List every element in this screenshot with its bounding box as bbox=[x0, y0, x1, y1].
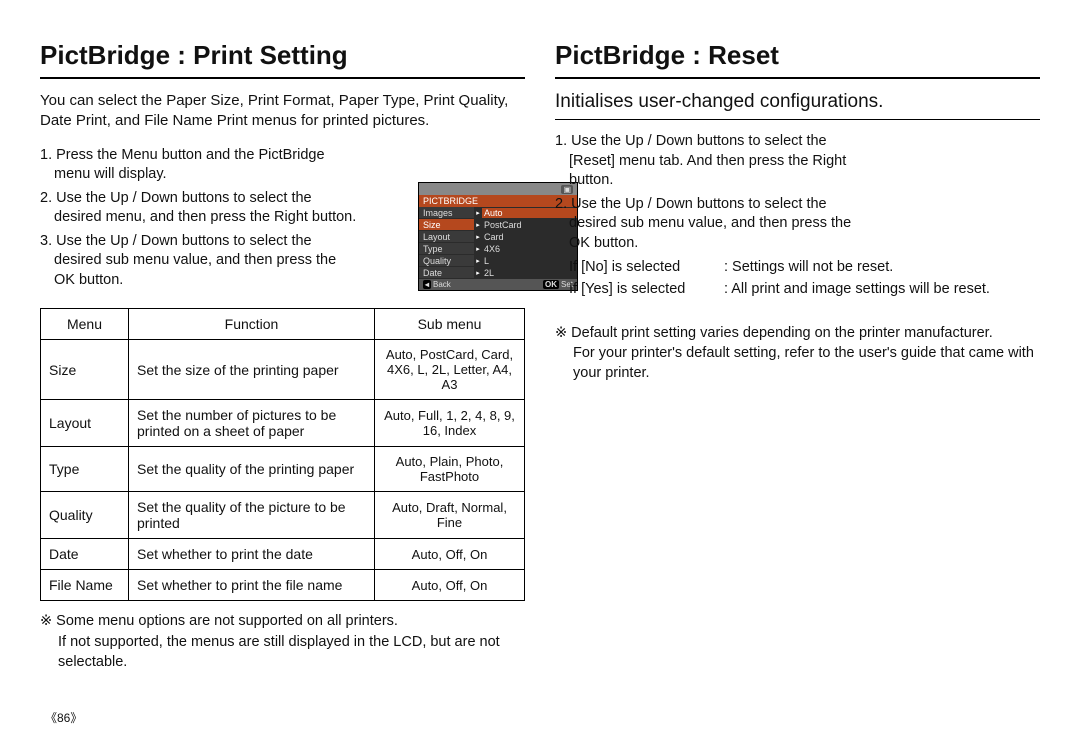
cell-date: Date bbox=[41, 539, 129, 570]
cell-size-sub: Auto, PostCard, Card, 4X6, L, 2L, Letter… bbox=[375, 340, 525, 400]
lcd-type: Type bbox=[419, 243, 474, 255]
cell-filename: File Name bbox=[41, 570, 129, 601]
heading-reset: PictBridge : Reset bbox=[555, 40, 1040, 71]
reset-step-1: 1. Use the Up / Down buttons to select t… bbox=[569, 132, 865, 191]
lcd-layout: Layout bbox=[419, 231, 474, 243]
cell-size-fn: Set the size of the printing paper bbox=[129, 340, 375, 400]
left-column: PictBridge : Print Setting You can selec… bbox=[40, 40, 525, 672]
lcd-back: ◂Back bbox=[423, 280, 451, 289]
if-yes-line: If [Yes] is selected : All print and ima… bbox=[555, 279, 1040, 301]
cell-date-fn: Set whether to print the date bbox=[129, 539, 375, 570]
if-no-val: : Settings will not be reset. bbox=[724, 257, 893, 279]
thin-rule bbox=[555, 119, 1040, 120]
th-submenu: Sub menu bbox=[375, 309, 525, 340]
cell-type-sub: Auto, Plain, Photo, FastPhoto bbox=[375, 447, 525, 492]
options-table: Menu Function Sub menu SizeSet the size … bbox=[40, 308, 525, 601]
if-no-line: If [No] is selected : Settings will not … bbox=[555, 257, 1040, 279]
cell-filename-fn: Set whether to print the file name bbox=[129, 570, 375, 601]
th-function: Function bbox=[129, 309, 375, 340]
subtitle-reset: Initialises user-changed configurations. bbox=[555, 91, 1040, 113]
cell-quality: Quality bbox=[41, 492, 129, 539]
note-default-2: For your printer's default setting, refe… bbox=[555, 343, 1040, 384]
lcd-date: Date bbox=[419, 267, 474, 279]
lcd-quality: Quality bbox=[419, 255, 474, 267]
reset-step-2: 2. Use the Up / Down buttons to select t… bbox=[569, 195, 865, 254]
reset-steps: 1. Use the Up / Down buttons to select t… bbox=[555, 132, 865, 253]
cell-layout-sub: Auto, Full, 1, 2, 4, 8, 9, 16, Index bbox=[375, 400, 525, 447]
cell-type-fn: Set the quality of the printing paper bbox=[129, 447, 375, 492]
rule bbox=[40, 77, 525, 79]
rule bbox=[555, 77, 1040, 79]
cell-filename-sub: Auto, Off, On bbox=[375, 570, 525, 601]
manual-page: PictBridge : Print Setting You can selec… bbox=[0, 0, 1080, 746]
cell-date-sub: Auto, Off, On bbox=[375, 539, 525, 570]
lcd-section: PICTBRIDGE bbox=[419, 195, 577, 207]
if-yes-val: : All print and image settings will be r… bbox=[724, 279, 990, 301]
footnote-1: ※ Some menu options are not supported on… bbox=[40, 611, 525, 631]
right-column: PictBridge : Reset Initialises user-chan… bbox=[555, 40, 1040, 672]
cell-layout-fn: Set the number of pictures to be printed… bbox=[129, 400, 375, 447]
cell-type: Type bbox=[41, 447, 129, 492]
if-yes-key: If [Yes] is selected bbox=[569, 279, 724, 301]
cell-layout: Layout bbox=[41, 400, 129, 447]
if-no-key: If [No] is selected bbox=[569, 257, 724, 279]
cell-quality-fn: Set the quality of the picture to be pri… bbox=[129, 492, 375, 539]
page-number: 《86》 bbox=[45, 709, 82, 726]
cell-size: Size bbox=[41, 340, 129, 400]
lcd-screenshot-size: ▣ PICTBRIDGE Images▸Auto Size▸PostCard L… bbox=[418, 182, 578, 291]
lcd-size: Size bbox=[419, 219, 474, 231]
step-2: 2. Use the Up / Down buttons to select t… bbox=[54, 189, 360, 228]
heading-print-setting: PictBridge : Print Setting bbox=[40, 40, 525, 71]
intro-text: You can select the Paper Size, Print For… bbox=[40, 91, 525, 132]
step-3: 3. Use the Up / Down buttons to select t… bbox=[54, 232, 360, 291]
lcd-images: Images bbox=[419, 207, 474, 219]
steps-list: 1. Press the Menu button and the PictBri… bbox=[40, 146, 360, 291]
th-menu: Menu bbox=[41, 309, 129, 340]
footnote-2: If not supported, the menus are still di… bbox=[40, 632, 525, 673]
note-default: ※ Default print setting varies depending… bbox=[555, 323, 1040, 343]
cell-quality-sub: Auto, Draft, Normal, Fine bbox=[375, 492, 525, 539]
step-1: 1. Press the Menu button and the PictBri… bbox=[54, 146, 360, 185]
